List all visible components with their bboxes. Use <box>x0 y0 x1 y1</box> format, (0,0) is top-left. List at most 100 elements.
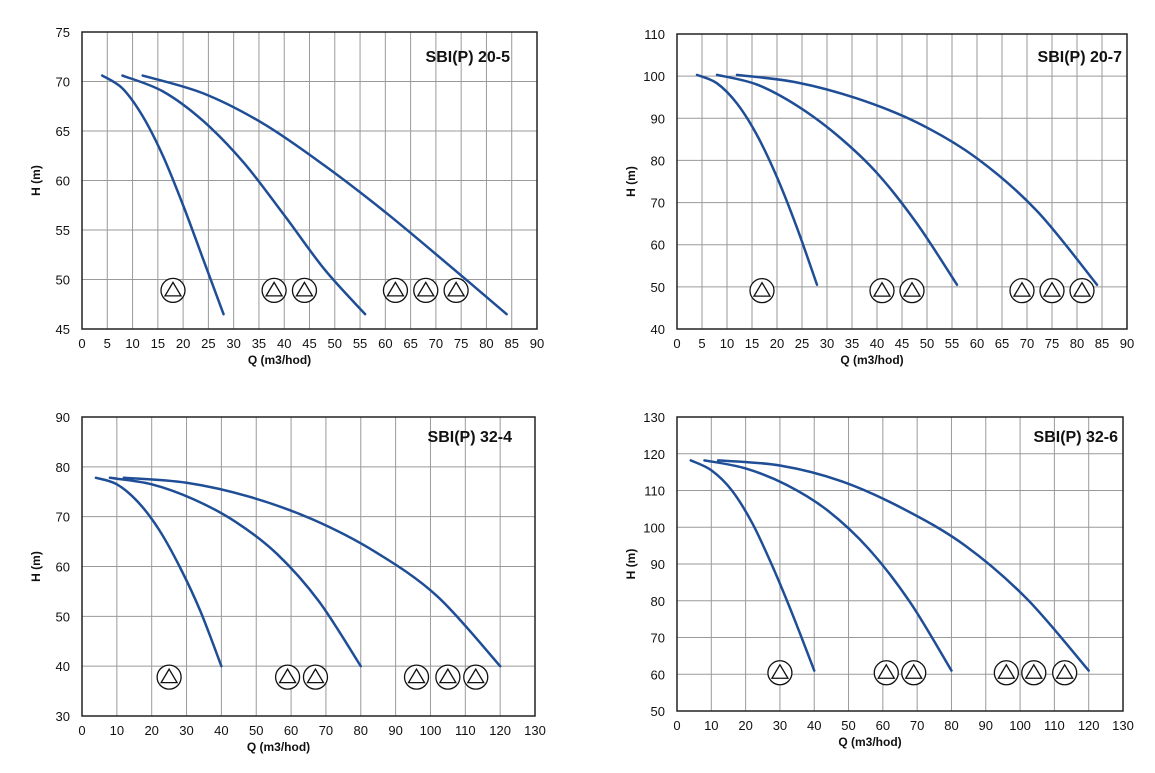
x-tick-label: 40 <box>277 336 291 351</box>
x-tick-label: 55 <box>945 336 959 351</box>
x-tick-label: 0 <box>673 718 680 733</box>
pump-symbol-icon <box>1021 660 1047 686</box>
pump-symbol-icon <box>443 277 469 304</box>
pump-symbol-icon <box>261 277 287 304</box>
series-line-3 <box>735 73 1099 286</box>
chart-title: SBI(P) 20-7 <box>1038 49 1123 66</box>
series-line-1 <box>695 73 819 286</box>
x-tick-label: 70 <box>1020 336 1034 351</box>
x-tick-label: 90 <box>979 718 993 733</box>
y-tick-label: 60 <box>56 174 70 189</box>
x-tick-label: 55 <box>353 336 367 351</box>
x-tick-label: 0 <box>673 336 680 351</box>
x-tick-label: 130 <box>1112 718 1134 733</box>
y-tick-label: 70 <box>56 75 70 90</box>
series-line-1 <box>689 459 816 672</box>
y-tick-label: 120 <box>643 447 665 462</box>
x-axis-label: Q (m3/hod) <box>840 353 903 367</box>
pump-symbol-icon <box>413 277 439 304</box>
x-tick-label: 10 <box>720 336 734 351</box>
y-axis-label: H (m) <box>624 549 638 580</box>
x-tick-label: 75 <box>1045 336 1059 351</box>
chart-title: SBI(P) 20-5 <box>426 49 511 66</box>
x-tick-label: 100 <box>1009 718 1031 733</box>
plot-frame <box>81 31 538 330</box>
x-tick-label: 110 <box>1044 718 1065 733</box>
x-tick-label: 90 <box>388 723 402 738</box>
x-tick-label: 20 <box>770 336 784 351</box>
y-tick-label: 80 <box>651 594 665 609</box>
x-tick-label: 10 <box>125 336 139 351</box>
pump-symbol-icon <box>901 660 927 686</box>
y-tick-label: 60 <box>651 238 665 253</box>
y-tick-label: 50 <box>56 609 70 624</box>
y-tick-label: 65 <box>56 124 70 139</box>
y-tick-label: 70 <box>56 510 70 525</box>
series-line-3 <box>141 74 508 316</box>
x-tick-label: 60 <box>378 336 392 351</box>
chart-sbip-32-4: 0 10 20 30 40 50 60 70 80 90 100 110 120 130 30 40 50 60 7… <box>29 410 546 754</box>
pump-symbol-icon <box>749 277 775 304</box>
plot-frame <box>676 33 1128 330</box>
x-axis-label: Q (m3/hod) <box>838 735 901 749</box>
x-tick-label: 40 <box>807 718 821 733</box>
x-tick-label: 35 <box>845 336 859 351</box>
x-tick-label: 65 <box>403 336 417 351</box>
pump-symbol-icon <box>1009 277 1035 304</box>
y-tick-label: 100 <box>643 520 665 535</box>
x-tick-label: 30 <box>820 336 834 351</box>
y-tick-label: 90 <box>56 410 70 425</box>
x-tick-label: 85 <box>1095 336 1109 351</box>
pump-symbol-icon <box>993 660 1020 686</box>
x-tick-label: 40 <box>870 336 884 351</box>
x-tick-label: 25 <box>795 336 809 351</box>
x-tick-label: 50 <box>920 336 934 351</box>
y-tick-label: 75 <box>56 25 70 40</box>
pump-symbol-icon <box>302 664 329 690</box>
series-line-2 <box>121 74 367 316</box>
x-tick-label: 130 <box>524 723 546 738</box>
x-tick-label: 50 <box>841 718 855 733</box>
y-tick-label: 100 <box>643 69 665 84</box>
y-tick-label: 70 <box>651 196 665 211</box>
x-tick-label: 60 <box>284 723 298 738</box>
x-tick-label: 20 <box>176 336 190 351</box>
x-tick-label: 85 <box>504 336 518 351</box>
chart-sbip-20-5: 0 5 10 15 20 25 30 35 40 45 50 55 60 65 70 75 80 85 90 45 50… <box>29 25 544 367</box>
x-tick-label: 10 <box>704 718 718 733</box>
x-tick-label: 90 <box>1120 336 1134 351</box>
y-tick-label: 40 <box>651 322 665 337</box>
pump-symbol-icon <box>156 664 182 690</box>
y-tick-label: 110 <box>644 484 665 499</box>
x-tick-label: 80 <box>479 336 493 351</box>
y-tick-label: 80 <box>56 460 70 475</box>
pump-symbol-icon <box>1069 277 1095 304</box>
x-tick-label: 70 <box>910 718 924 733</box>
x-tick-label: 20 <box>144 723 158 738</box>
x-tick-label: 45 <box>895 336 909 351</box>
pump-symbol-icon <box>435 664 461 690</box>
y-tick-label: 45 <box>56 322 70 337</box>
chart-sbip-32-6: 0 10 20 30 40 50 60 70 80 90 100 110 120 130 50 60 70 80 9… <box>624 410 1134 749</box>
x-tick-label: 100 <box>420 723 442 738</box>
pump-symbol-icon <box>869 277 895 304</box>
series-line-3 <box>122 476 502 668</box>
y-tick-label: 70 <box>651 631 665 646</box>
chart-title: SBI(P) 32-4 <box>428 429 513 446</box>
series-line-2 <box>703 459 953 672</box>
y-tick-label: 80 <box>651 153 665 168</box>
series-line-1 <box>94 476 223 668</box>
x-tick-label: 45 <box>302 336 316 351</box>
x-tick-label: 80 <box>944 718 958 733</box>
pump-symbol-icon <box>160 277 186 304</box>
chart-title: SBI(P) 32-6 <box>1034 429 1119 446</box>
x-tick-label: 10 <box>110 723 124 738</box>
x-tick-label: 40 <box>214 723 228 738</box>
y-tick-label: 90 <box>651 557 665 572</box>
plot-frame <box>676 416 1124 712</box>
x-tick-label: 80 <box>354 723 368 738</box>
x-tick-label: 120 <box>489 723 511 738</box>
x-tick-label: 25 <box>201 336 215 351</box>
y-axis-label: H (m) <box>29 165 43 196</box>
x-tick-label: 70 <box>319 723 333 738</box>
